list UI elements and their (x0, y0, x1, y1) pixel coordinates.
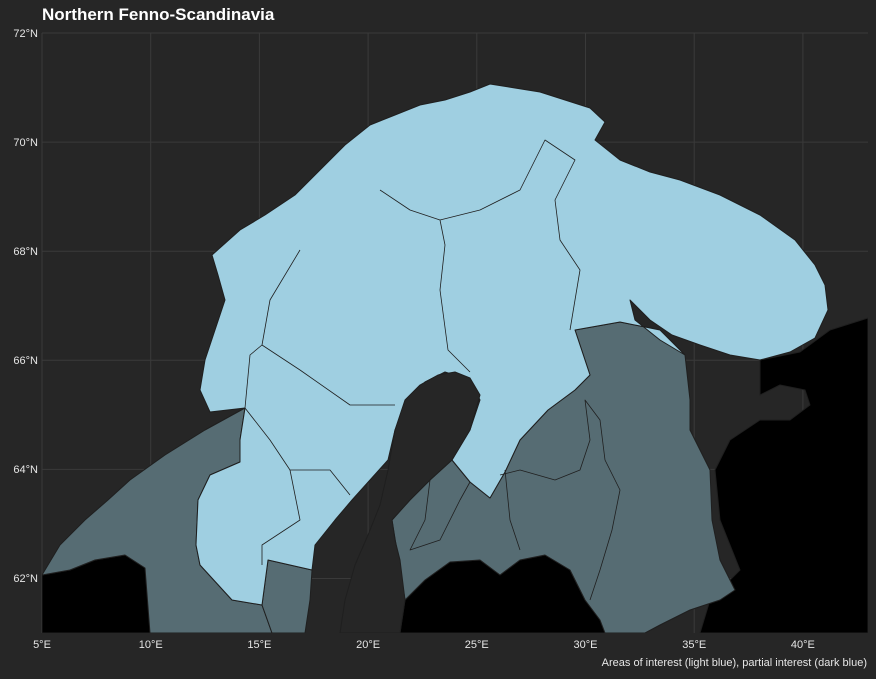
lat-label-72: 72°N (13, 28, 38, 40)
map-caption: Areas of interest (light blue), partial … (601, 657, 867, 669)
partial-region-central-sweden (261, 559, 313, 633)
lon-label-15: 15°E (247, 639, 271, 651)
lon-label-40: 40°E (791, 639, 815, 651)
map-title: Northern Fenno-Scandinavia (42, 5, 275, 24)
gulf-of-bothnia (339, 371, 481, 633)
lat-tick-labels: 62°N 64°N 66°N 68°N 70°N 72°N (13, 28, 38, 585)
lon-label-30: 30°E (574, 639, 598, 651)
lon-label-5: 5°E (33, 639, 51, 651)
admin-borders (244, 139, 621, 601)
lon-label-20: 20°E (356, 639, 380, 651)
lat-label-70: 70°N (13, 137, 38, 149)
lat-label-66: 66°N (13, 355, 38, 367)
interest-region-northern-fennoscandia (195, 83, 829, 606)
lon-label-10: 10°E (139, 639, 163, 651)
lon-label-35: 35°E (682, 639, 706, 651)
lon-tick-labels: 5°E 10°E 15°E 20°E 25°E 30°E 35°E 40°E (33, 639, 815, 651)
lon-label-25: 25°E (465, 639, 489, 651)
lat-label-68: 68°N (13, 246, 38, 258)
lat-label-64: 64°N (13, 464, 38, 476)
russia-land-region (699, 317, 868, 633)
lat-label-62: 62°N (13, 573, 38, 585)
